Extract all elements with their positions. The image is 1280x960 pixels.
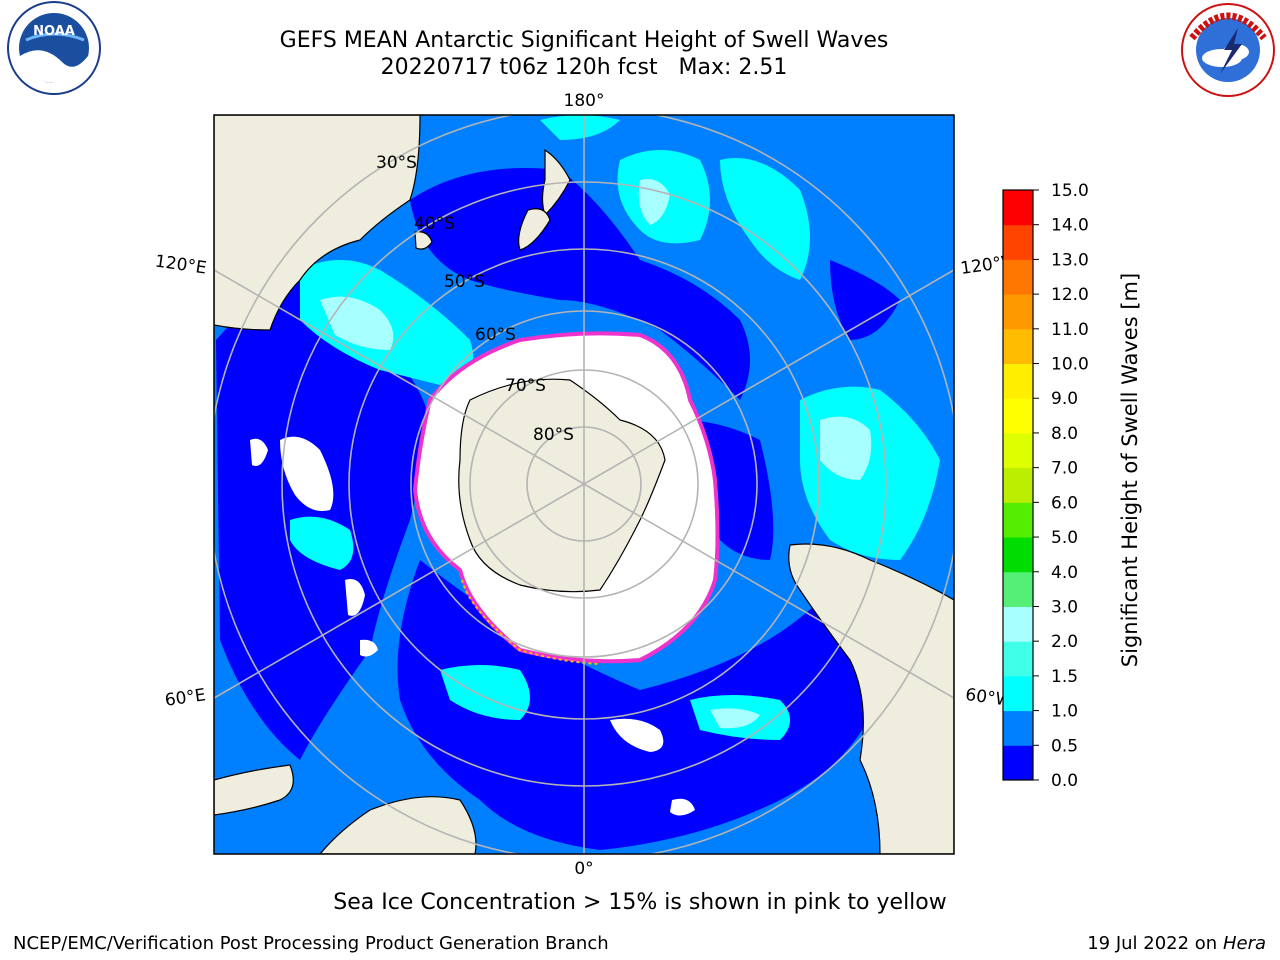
parallel-labels: 30°S 40°S 50°S 60°S 70°S 80°S (376, 153, 574, 445)
colorbar-tick-label: 1.5 (1051, 667, 1078, 687)
colorbar-tick-label: 5.0 (1051, 528, 1078, 548)
footer-credit: NCEP/EMC/Verification Post Processing Pr… (13, 933, 609, 954)
colorbar: 15.0 14.0 13.0 12.0 11.0 10.0 9.0 8.0 7.0 6.0 5.0 4… (1002, 181, 1089, 791)
high-swell-patches (320, 179, 872, 729)
colorbar-bin (1003, 363, 1033, 399)
antarctica (458, 378, 666, 593)
colorbar-bin (1003, 294, 1033, 330)
parallel-label: 70°S (505, 376, 546, 396)
colorbar-label: Significant Height of Swell Waves [m] (1118, 272, 1142, 668)
sea-ice-caption: Sea Ice Concentration > 15% is shown in … (333, 890, 947, 915)
colorbar-tick-label: 1.0 (1051, 702, 1078, 722)
colorbar-bin (1003, 432, 1033, 469)
colorbar-tick-label: 11.0 (1051, 320, 1089, 340)
chart-subtitle: 20220717 t06z 120h fcst Max: 2.51 (380, 55, 788, 80)
footer-host: Hera (1222, 933, 1266, 954)
footer-date: 19 Jul 2022 on Hera (1087, 933, 1266, 954)
colorbar-tick-label: 9.0 (1051, 389, 1078, 409)
colorbar-tick-label: 8.0 (1051, 424, 1078, 444)
colorbar-bin (1003, 537, 1033, 573)
parallel-label: 30°S (376, 153, 417, 173)
colorbar-tick-label: 13.0 (1051, 250, 1089, 270)
colorbar-tick-label: 0.0 (1051, 771, 1078, 791)
colorbar-tick-label: 15.0 (1051, 181, 1089, 201)
colorbar-tick-label: 10.0 (1051, 355, 1089, 375)
colorbar-bin (1003, 710, 1033, 746)
national-weather-service-logo (1181, 3, 1275, 97)
colorbar-bin (1003, 398, 1033, 434)
parallel-label: 80°S (533, 425, 574, 445)
meridian-label-60e: 60°E (164, 685, 207, 710)
colorbar-tick-label: 6.0 (1051, 493, 1078, 513)
meridian-label-0: 0° (574, 859, 593, 879)
colorbar-bin (1003, 467, 1033, 503)
colorbar-bin (1003, 675, 1033, 712)
colorbar-bin (1003, 571, 1033, 607)
parallel-label: 50°S (444, 272, 485, 292)
no-data-patches (250, 436, 695, 816)
colorbar-tick-label: 3.0 (1051, 597, 1078, 617)
colorbar-bin (1003, 502, 1033, 538)
colorbar-bin (1003, 606, 1033, 642)
colorbar-tick-label: 0.5 (1051, 736, 1078, 756)
parallel-label: 60°S (475, 325, 516, 345)
colorbar-bin (1003, 259, 1033, 295)
chart-title: GEFS MEAN Antarctic Significant Height o… (279, 28, 889, 53)
meridian-label-120e: 120°E (154, 252, 208, 279)
colorbar-tick-label: 7.0 (1051, 459, 1078, 479)
graticule (214, 115, 954, 854)
map-frame (213, 114, 955, 855)
colorbar-bin (1003, 190, 1033, 226)
colorbar-tick-label: 2.0 (1051, 632, 1078, 652)
footer-date-text: 19 Jul 2022 on (1087, 933, 1223, 954)
colorbar-bin (1003, 641, 1033, 677)
land-masses (214, 115, 954, 854)
meridian-label-180: 180° (564, 91, 605, 111)
parallel-label: 40°S (414, 214, 455, 234)
colorbar-bin (1003, 745, 1033, 781)
colorbar-tick-label: 14.0 (1051, 216, 1089, 236)
noaa-logo-text: NOAA (33, 24, 75, 39)
colorbar-bin (1003, 328, 1033, 365)
colorbar-tick-label: 12.0 (1051, 285, 1089, 305)
colorbar-bin (1003, 224, 1033, 260)
colorbar-frame (1002, 189, 1034, 781)
noaa-logo: NOAA (7, 1, 101, 95)
colorbar-tick-label: 4.0 (1051, 563, 1078, 583)
